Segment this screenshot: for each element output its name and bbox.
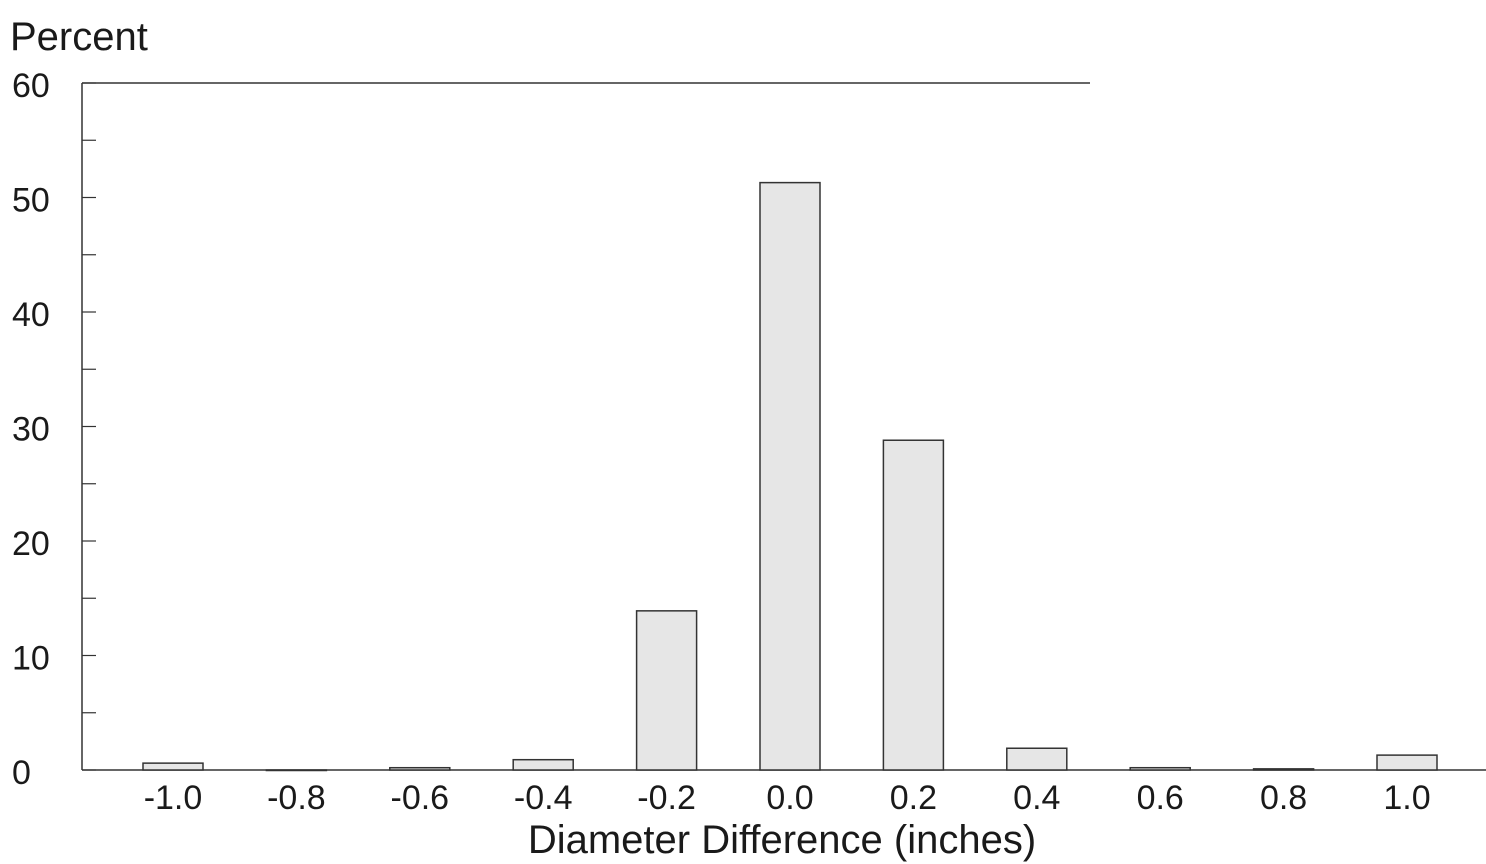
x-tick-label: 0.8 [1260, 779, 1307, 817]
bar [1130, 768, 1190, 770]
x-tick-label: -0.2 [637, 779, 696, 817]
y-tick-label: 40 [12, 296, 50, 334]
x-tick-label: -0.4 [514, 779, 573, 817]
y-tick-labels: 0 10 20 30 40 50 60 [12, 67, 50, 792]
x-tick-labels: -1.0 -0.8 -0.6 -0.4 -0.2 0.0 0.2 0.4 0.6 0.8 1.0 [144, 779, 1431, 817]
x-tick-label: -1.0 [144, 779, 203, 817]
x-axis-title: Diameter Difference (inches) [528, 818, 1036, 862]
bar [1254, 769, 1314, 770]
y-tick-label: 60 [12, 67, 50, 105]
x-tick-label: 0.6 [1137, 779, 1184, 817]
bar [390, 768, 450, 770]
y-tick-label: 10 [12, 640, 50, 678]
y-axis-title: Percent [10, 15, 148, 59]
y-tick-label: 0 [12, 754, 31, 792]
y-tick-label: 20 [12, 525, 50, 563]
bars [143, 183, 1437, 771]
x-tick-label: 0.2 [890, 779, 937, 817]
x-tick-label: -0.6 [391, 779, 450, 817]
x-tick-label: 0.4 [1013, 779, 1060, 817]
bar [760, 183, 820, 770]
bar [143, 763, 203, 770]
y-tick-label: 50 [12, 182, 50, 220]
bar [637, 611, 697, 770]
bar [1377, 755, 1437, 770]
bar [1007, 748, 1067, 770]
x-tick-label: -0.8 [267, 779, 326, 817]
bar [266, 770, 326, 771]
x-tick-label: 1.0 [1383, 779, 1430, 817]
x-tick-label: 0.0 [766, 779, 813, 817]
bar [513, 760, 573, 770]
y-tick-label: 30 [12, 411, 50, 449]
bar [883, 440, 943, 770]
